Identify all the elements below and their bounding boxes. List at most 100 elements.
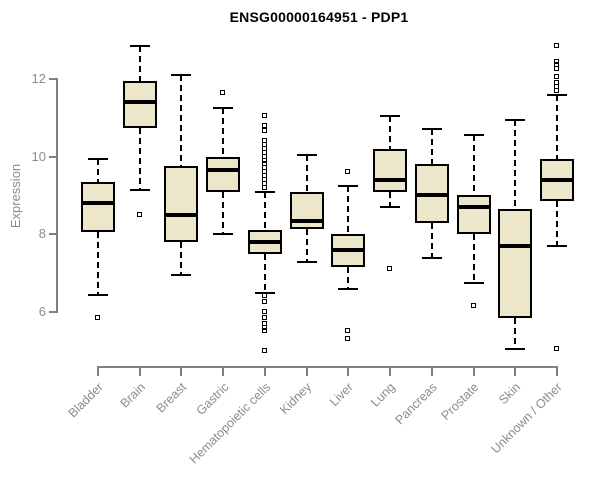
lower-whisker	[430, 222, 433, 258]
median-line	[331, 247, 366, 252]
x-tick-label-text: Gastric	[193, 380, 232, 418]
median-line	[164, 212, 199, 217]
upper-whisker-cap	[171, 74, 192, 77]
x-axis-tick	[138, 367, 141, 376]
outlier-point	[261, 308, 267, 314]
y-tick-label: 6	[38, 303, 46, 319]
x-axis-tick	[472, 367, 475, 376]
y-axis-line	[56, 78, 58, 313]
upper-whisker-cap	[505, 118, 526, 121]
lower-whisker	[97, 232, 99, 295]
lower-whisker-cap	[213, 233, 234, 236]
outlier-point	[554, 345, 559, 351]
median-line	[122, 100, 157, 105]
x-tick-label-text: Pancreas	[392, 380, 440, 428]
y-axis-tick	[49, 233, 56, 236]
lower-whisker-cap	[171, 274, 192, 277]
median-line	[498, 243, 533, 248]
y-axis-tick	[49, 310, 56, 313]
median-line	[81, 201, 115, 206]
outlier-point	[554, 66, 559, 72]
lower-whisker-cap	[296, 260, 317, 263]
upper-whisker-cap	[380, 114, 401, 117]
outlier-point	[345, 336, 351, 342]
iqr-box	[164, 166, 199, 243]
outlier-point	[261, 128, 267, 134]
upper-whisker	[556, 94, 558, 159]
y-tick-label: 12	[31, 71, 46, 86]
outlier-point	[261, 314, 267, 320]
outlier-point	[136, 211, 142, 217]
outlier-point	[387, 266, 393, 272]
x-tick-label-text: Lung	[368, 380, 398, 410]
lower-whisker	[514, 317, 517, 349]
lower-whisker-cap	[380, 206, 401, 209]
lower-whisker	[389, 191, 392, 208]
outlier-point	[261, 112, 267, 118]
x-tick-label-text: Prostate	[438, 380, 482, 423]
iqr-box	[81, 181, 115, 233]
lower-whisker-cap	[338, 287, 359, 290]
median-line	[456, 205, 491, 210]
outlier-point	[261, 122, 267, 128]
lower-whisker-cap	[505, 347, 526, 350]
lower-whisker	[305, 228, 308, 262]
lower-whisker-cap	[547, 244, 567, 247]
x-axis-tick	[97, 367, 99, 376]
upper-whisker-cap	[213, 107, 234, 110]
x-axis-tick	[430, 367, 433, 376]
iqr-box	[456, 195, 491, 235]
upper-whisker-cap	[129, 44, 150, 47]
median-line	[540, 177, 574, 182]
outlier-point	[261, 347, 267, 353]
outlier-point	[470, 303, 476, 309]
upper-whisker-cap	[547, 93, 567, 96]
y-axis-tick	[49, 78, 56, 80]
y-axis-tick	[49, 155, 56, 158]
median-line	[289, 218, 324, 223]
lower-whisker-cap	[254, 291, 275, 294]
outlier-point	[95, 314, 100, 320]
lower-whisker-cap	[463, 281, 484, 284]
upper-whisker-cap	[421, 128, 442, 131]
lower-whisker-cap	[129, 188, 150, 191]
median-line	[247, 240, 282, 245]
outlier-point	[345, 328, 351, 334]
iqr-box	[373, 148, 408, 192]
outlier-point	[261, 184, 267, 190]
upper-whisker-cap	[88, 157, 108, 160]
x-axis-tick	[222, 367, 225, 376]
upper-whisker	[222, 108, 225, 157]
lower-whisker	[472, 234, 475, 283]
outlier-point	[345, 169, 351, 175]
x-tick-label-text: Bladder	[65, 380, 106, 421]
outlier-point	[261, 328, 267, 334]
outlier-point	[220, 89, 226, 95]
upper-whisker-cap	[463, 134, 484, 137]
chart-title: ENSG00000164951 - PDP1	[229, 9, 409, 25]
x-axis-line	[97, 366, 558, 368]
x-axis-tick	[389, 367, 392, 376]
x-tick-label-text: Kidney	[277, 380, 315, 417]
median-line	[206, 168, 241, 173]
upper-whisker-cap	[296, 153, 317, 156]
lower-whisker	[263, 253, 266, 293]
x-tick-label-text: Skin	[496, 380, 524, 408]
x-axis-tick	[180, 367, 183, 376]
upper-whisker-cap	[254, 190, 275, 193]
lower-whisker-cap	[421, 256, 442, 259]
upper-whisker-cap	[338, 184, 359, 187]
x-tick-label-text: Breast	[153, 380, 190, 416]
median-line	[373, 177, 408, 182]
lower-whisker-cap	[88, 293, 108, 296]
upper-whisker	[430, 129, 433, 165]
lower-whisker	[347, 267, 350, 289]
upper-whisker	[472, 135, 475, 196]
lower-whisker	[222, 191, 225, 235]
outlier-point	[261, 299, 267, 305]
x-axis-tick	[514, 367, 517, 376]
upper-whisker	[389, 115, 392, 149]
outlier-point	[554, 42, 559, 48]
x-tick-label-text: Brain	[117, 380, 148, 411]
